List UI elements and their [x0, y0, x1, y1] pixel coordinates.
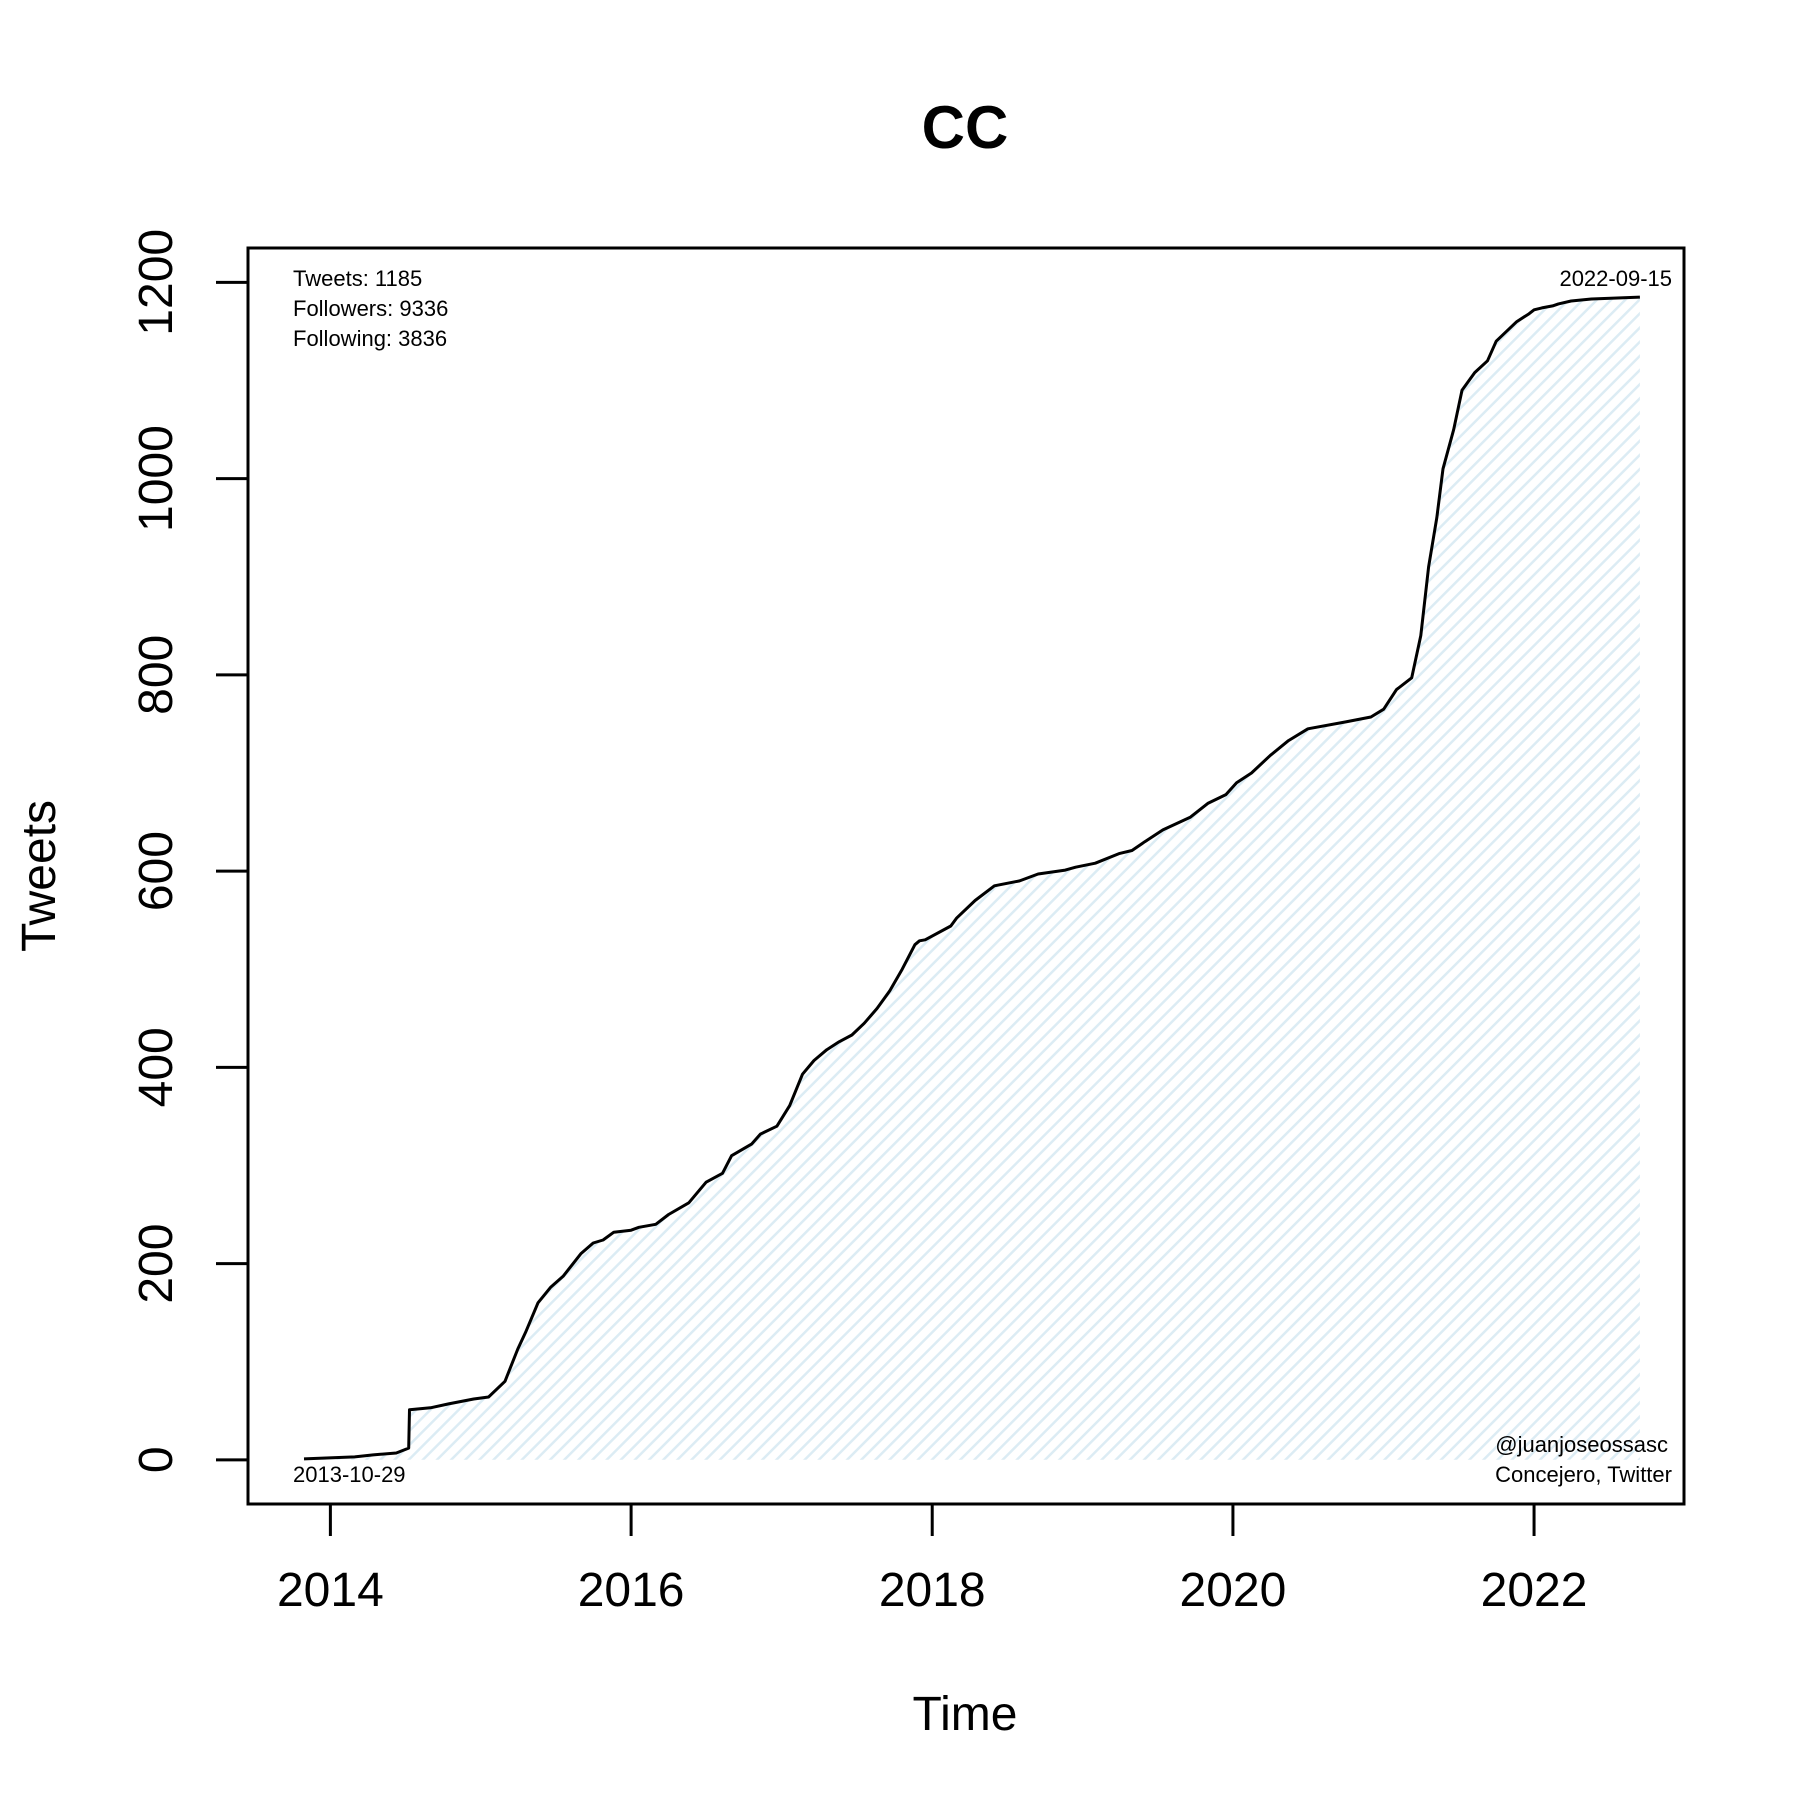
x-axis-label: Time — [913, 1688, 1018, 1741]
x-tick-label: 2018 — [879, 1564, 986, 1617]
y-tick-label: 400 — [130, 1027, 183, 1107]
x-tick-label: 2016 — [578, 1564, 685, 1617]
x-axis: 2014 2016 2018 2020 2022 — [277, 1502, 1588, 1617]
x-tick-label: 2014 — [277, 1564, 384, 1617]
area-fill-layer — [304, 297, 1640, 1460]
y-axis: 0 200 400 600 800 1000 1200 — [130, 229, 250, 1473]
plot-frame — [246, 246, 1686, 1506]
start-date-label: 2013-10-29 — [293, 1462, 406, 1487]
y-tick-label: 600 — [130, 831, 183, 911]
y-axis-label: Tweets — [13, 800, 66, 952]
end-date-label: 2022-09-15 — [1559, 266, 1672, 291]
x-tick-label: 2020 — [1180, 1564, 1287, 1617]
y-tick-label: 1000 — [130, 425, 183, 532]
stat-followers: Followers: 9336 — [293, 296, 448, 321]
y-tick-label: 200 — [130, 1224, 183, 1304]
stat-following: Following: 3836 — [293, 326, 447, 351]
series-line-layer — [303, 295, 1640, 1461]
credit-handle: @juanjoseossasc — [1495, 1432, 1668, 1457]
stat-tweets: Tweets: 1185 — [293, 266, 422, 291]
y-tick-label: 0 — [130, 1446, 183, 1473]
chart-title: CC — [922, 94, 1009, 161]
credit-role: Concejero, Twitter — [1495, 1462, 1672, 1487]
series-line — [303, 295, 1640, 1461]
area-fill — [304, 297, 1640, 1460]
y-tick-label: 800 — [130, 635, 183, 715]
y-tick-label: 1200 — [130, 229, 183, 336]
x-tick-label: 2022 — [1481, 1564, 1588, 1617]
